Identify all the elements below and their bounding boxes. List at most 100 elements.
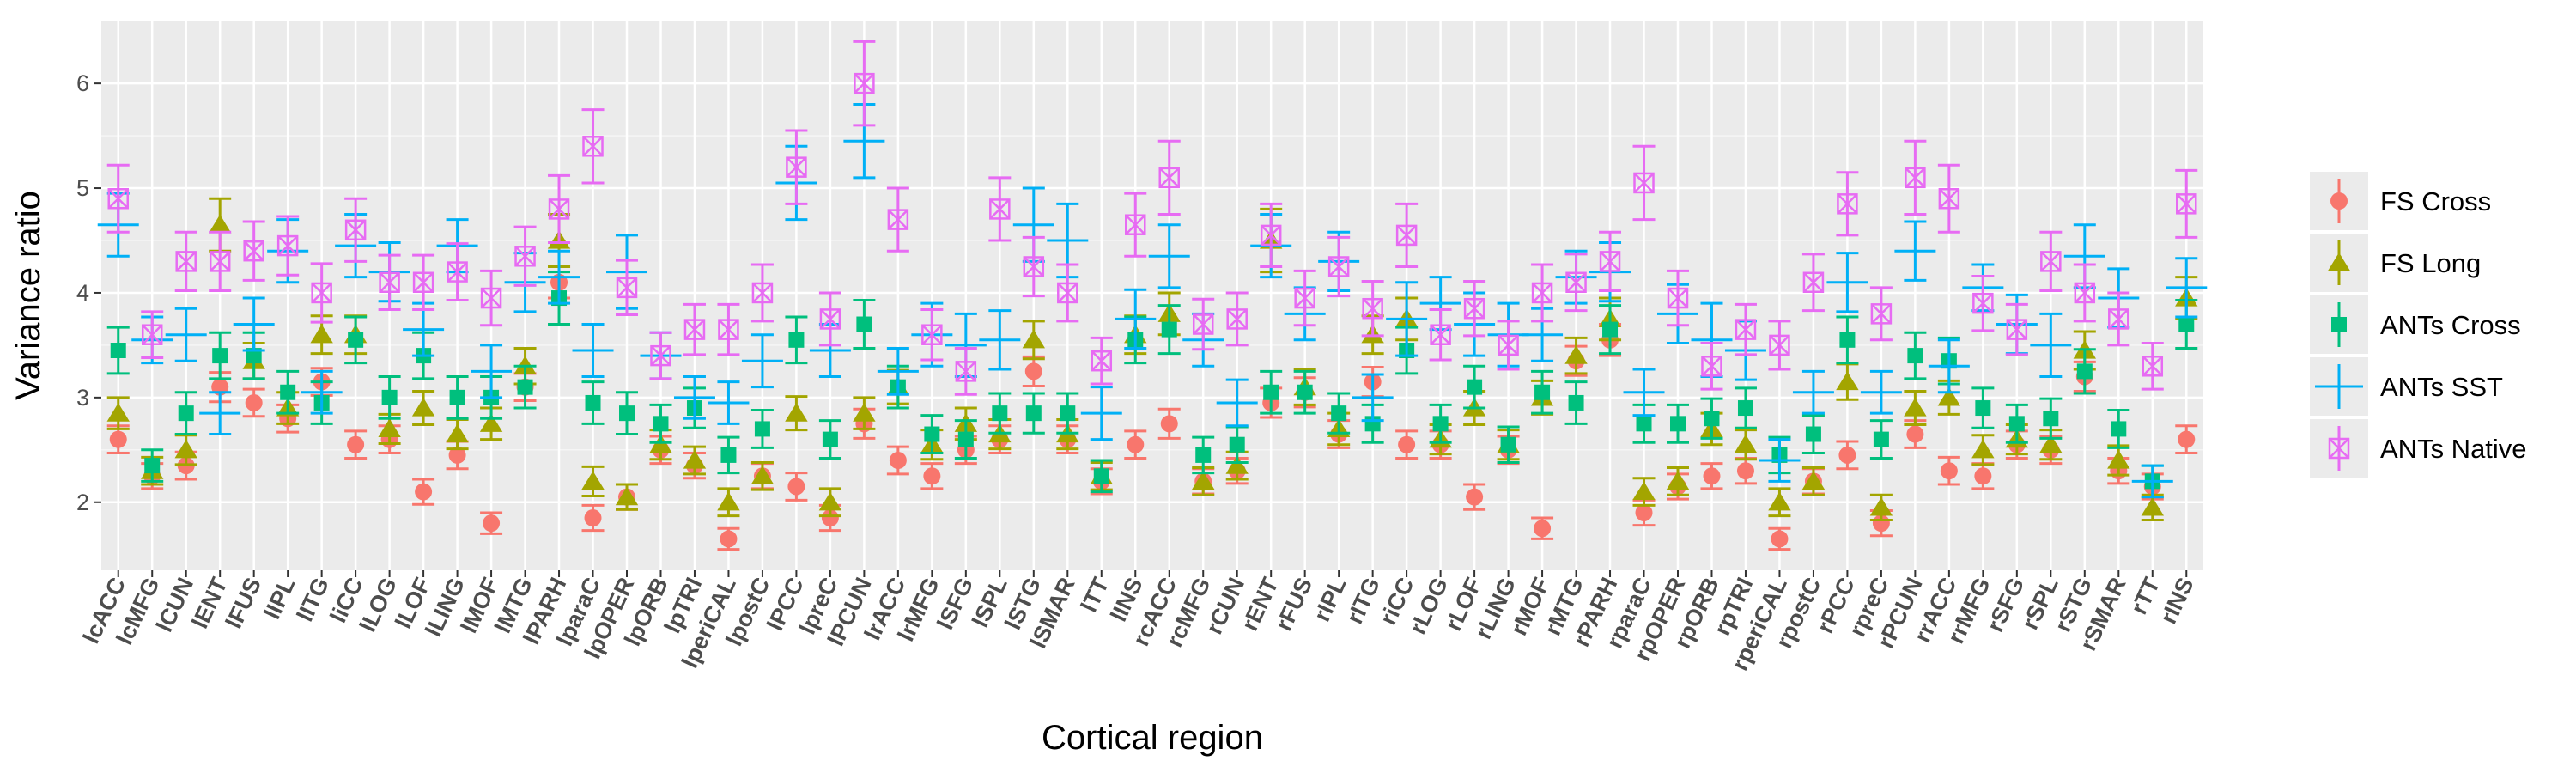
box-diagonal [1769, 335, 1790, 356]
box-outline [243, 240, 264, 262]
box-outline [1023, 256, 1045, 277]
box-outline [2142, 356, 2164, 377]
box-outline [447, 261, 468, 283]
data-point [787, 478, 805, 496]
data-point [2108, 308, 2129, 330]
box-outline [1870, 303, 1893, 325]
data-point [1704, 411, 1720, 427]
data-point [1802, 271, 1825, 294]
box-diagonal [2040, 251, 2062, 272]
data-point [2074, 282, 2096, 304]
data-point [1703, 467, 1721, 485]
legend-label: ANTs Cross [2380, 310, 2521, 340]
box-diagonal [1837, 193, 1858, 215]
data-point [1769, 334, 1790, 356]
data-point [1972, 292, 1994, 314]
box-outline [854, 72, 875, 94]
data-point [2178, 430, 2196, 448]
box-diagonal [1871, 303, 1892, 325]
data-point [107, 187, 129, 210]
box-outline [650, 344, 671, 367]
box-outline [887, 209, 909, 230]
data-point [1836, 371, 1859, 391]
box-outline [751, 282, 774, 304]
box-outline [1091, 350, 1113, 372]
data-point [2008, 416, 2025, 432]
data-point [1430, 324, 1451, 345]
data-point [212, 348, 228, 364]
data-point [1466, 488, 1484, 506]
box-outline [1633, 172, 1655, 194]
data-point [1873, 431, 1889, 447]
data-point [1327, 256, 1350, 277]
y-tick-label: 5 [76, 175, 89, 201]
box-diagonal [2074, 283, 2095, 303]
data-point [1362, 297, 1383, 320]
box-diagonal [1396, 225, 1418, 246]
data-point [208, 214, 232, 234]
box-diagonal [1668, 288, 1688, 308]
data-point [514, 246, 536, 267]
box-outline [1565, 271, 1587, 294]
data-point [653, 416, 669, 432]
data-point [957, 431, 974, 447]
box-diagonal [1057, 283, 1078, 303]
data-point [1701, 356, 1722, 377]
y-tick-label: 6 [76, 70, 89, 96]
box-outline [1260, 224, 1282, 247]
data-point [650, 344, 671, 367]
data-point [449, 389, 465, 405]
data-point [2076, 363, 2093, 380]
data-point [718, 319, 739, 340]
data-point [1498, 334, 1519, 356]
data-point [483, 514, 501, 533]
legend-item: ANTs Cross [2310, 295, 2521, 354]
data-point [1192, 471, 1215, 490]
box-outline [1701, 356, 1722, 377]
data-point [1737, 400, 1753, 417]
data-point [1938, 187, 1960, 210]
data-point [1666, 471, 1690, 490]
data-point [1297, 384, 1313, 400]
box-outline [1667, 287, 1689, 309]
data-point [411, 398, 435, 417]
box-diagonal [549, 198, 569, 220]
box-diagonal [1430, 324, 1451, 345]
data-point [1905, 167, 1926, 189]
data-point [480, 287, 502, 309]
data-point [683, 319, 706, 340]
box-outline [1463, 297, 1485, 320]
box-diagonal [786, 156, 807, 178]
box-diagonal [210, 251, 231, 272]
data-point [2040, 251, 2062, 272]
box-outline [311, 282, 332, 304]
box-diagonal [481, 288, 501, 308]
data-point [1331, 405, 1347, 422]
data-point [818, 491, 842, 511]
data-point [1971, 439, 1995, 459]
data-point [448, 446, 466, 464]
box-outline [412, 271, 434, 294]
box-diagonal [1633, 173, 1655, 193]
data-point [1263, 384, 1279, 400]
data-point [1975, 400, 1991, 417]
box-outline [379, 271, 400, 294]
y-axis-title: Variance ratio [9, 191, 47, 400]
data-point [1060, 405, 1076, 422]
box-diagonal [1193, 313, 1214, 335]
box-outline [2328, 437, 2350, 460]
data-point [1192, 313, 1214, 335]
box-diagonal [379, 271, 400, 293]
data-point [2176, 193, 2197, 215]
data-point [109, 430, 127, 448]
box-outline [1599, 251, 1621, 272]
box-diagonal [684, 319, 705, 340]
y-axis: 2 3 4 5 6 [76, 70, 101, 515]
box-diagonal [1226, 308, 1248, 330]
data-point [1127, 435, 1145, 453]
box-outline [1769, 334, 1790, 356]
data-point [1869, 496, 1893, 516]
box-diagonal [1701, 356, 1722, 377]
box-diagonal [921, 324, 943, 345]
data-point [2039, 434, 2063, 453]
